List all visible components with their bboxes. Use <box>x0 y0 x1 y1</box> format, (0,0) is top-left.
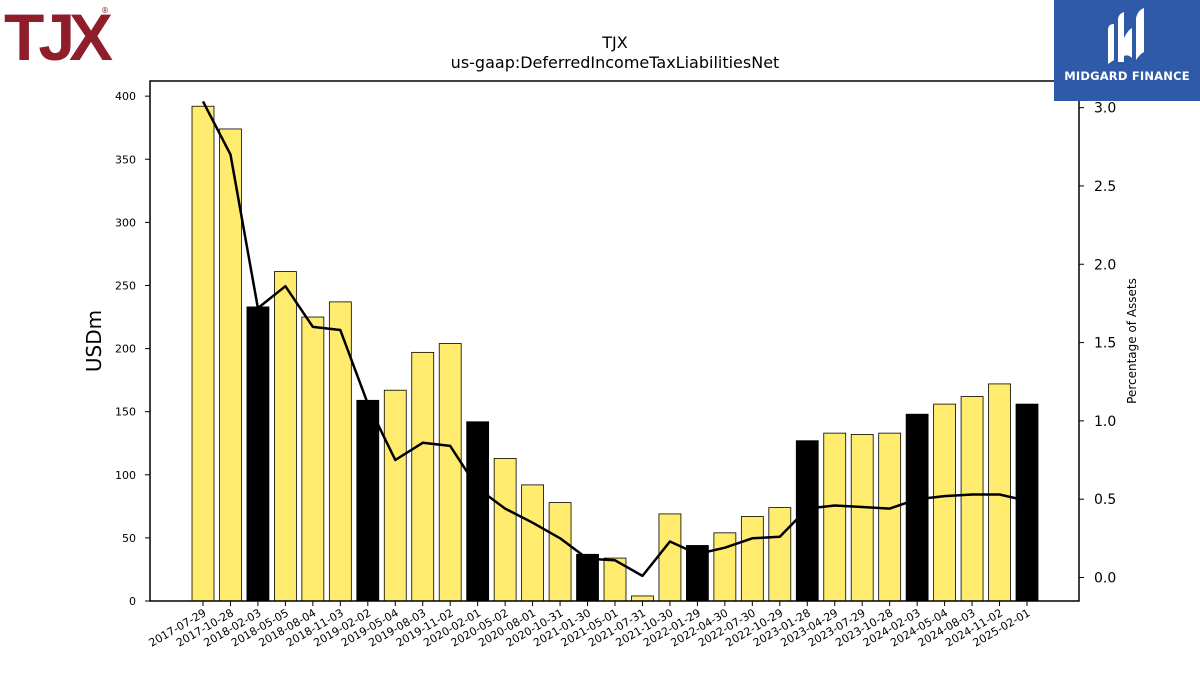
series-line <box>201 100 1028 578</box>
line-layer <box>201 100 1028 578</box>
y-tick-label: 200 <box>115 343 136 356</box>
bar <box>493 457 517 602</box>
y-axis-label: USDm <box>82 310 106 372</box>
bar <box>960 396 984 602</box>
bar <box>658 513 682 602</box>
y2-tick-label: 1.0 <box>1094 414 1116 430</box>
bar <box>740 516 764 602</box>
bar <box>356 399 380 602</box>
bar <box>1015 403 1039 602</box>
bar <box>274 271 297 602</box>
bar <box>988 383 1011 602</box>
y-tick-label: 150 <box>115 406 136 419</box>
bar <box>466 421 490 602</box>
tjx-logo: TJX ® <box>4 0 119 74</box>
y-tick-label: 250 <box>115 279 136 292</box>
bar <box>713 532 737 602</box>
bar <box>823 432 847 602</box>
bar <box>631 595 654 602</box>
bar <box>191 105 215 602</box>
chart-subtitle: us-gaap:DeferredIncomeTaxLiabilitiesNet <box>451 53 780 72</box>
partner-name: MIDGARD FINANCE <box>1064 69 1190 83</box>
bar <box>878 432 902 602</box>
bar <box>933 403 956 602</box>
y2-tick-label: 3.0 <box>1094 101 1116 117</box>
registered-mark: ® <box>101 6 109 15</box>
bar <box>905 413 929 602</box>
bar <box>768 507 792 602</box>
midgard-logo-icon <box>1108 8 1144 64</box>
y2-tick-label: 2.5 <box>1094 179 1116 195</box>
bar <box>383 389 407 602</box>
y-tick-label: 100 <box>115 469 136 482</box>
bar <box>850 433 874 602</box>
chart-title: TJX <box>601 33 627 52</box>
y-tick-label: 300 <box>115 216 136 229</box>
bar <box>438 343 462 602</box>
y2-axis-label: Percentage of Assets <box>1125 278 1139 404</box>
bar <box>795 440 819 602</box>
y2-tick-label: 2.0 <box>1094 257 1116 273</box>
bar <box>576 553 599 602</box>
bar <box>411 351 435 602</box>
y-tick-label: 350 <box>115 153 136 166</box>
bar <box>246 306 270 602</box>
bar <box>548 502 572 602</box>
bar <box>301 316 325 602</box>
bars-layer <box>191 105 1039 602</box>
y2-tick-label: 0.0 <box>1094 571 1116 587</box>
midgard-finance-badge: MIDGARD FINANCE <box>1054 0 1200 101</box>
y2-tick-label: 0.5 <box>1094 492 1116 508</box>
bar <box>521 484 544 602</box>
tjx-logo-text: TJX <box>4 2 113 72</box>
y2-tick-label: 1.5 <box>1094 336 1116 352</box>
y-tick-label: 400 <box>115 90 136 103</box>
y-tick-label: 50 <box>122 532 136 545</box>
bar <box>328 301 352 602</box>
y-tick-label: 0 <box>129 595 136 608</box>
